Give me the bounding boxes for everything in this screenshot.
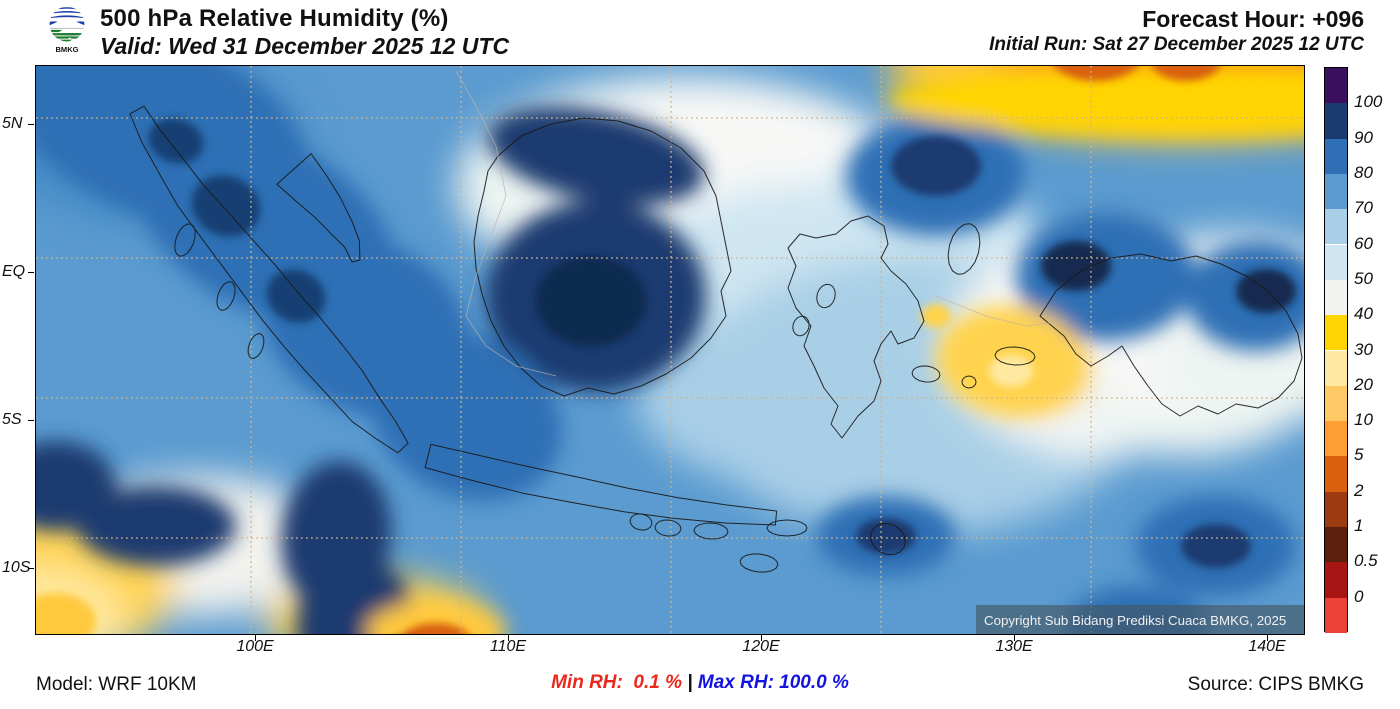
svg-text:BMKG: BMKG (55, 45, 78, 54)
